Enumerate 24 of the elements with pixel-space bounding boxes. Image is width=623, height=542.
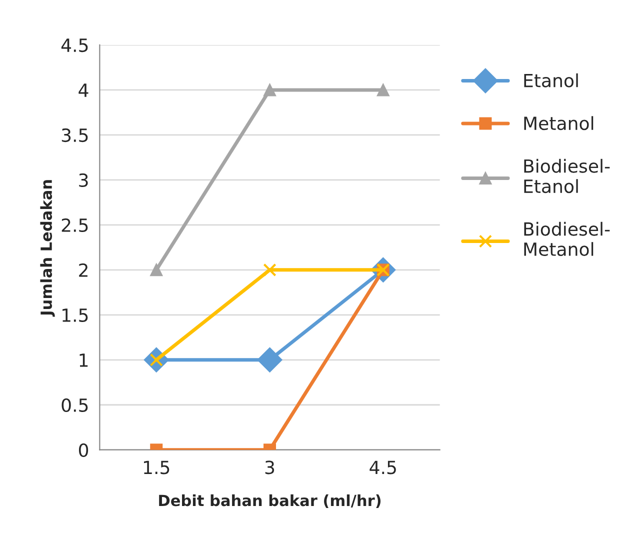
point (150, 264, 163, 276)
y-tick-label: 2.5 (62, 218, 88, 232)
y-tick-label: 1 (80, 354, 88, 367)
point (263, 263, 276, 277)
point (376, 84, 390, 96)
point (257, 347, 282, 372)
x-tick-label: 4.5 (370, 460, 396, 474)
x-tick-label: 1.5 (144, 460, 170, 474)
legend-label: Metanol (524, 116, 594, 130)
legend-label: Etanol (524, 73, 578, 88)
y-axis-title: Jumlah Ledakan (40, 180, 55, 317)
legend-label: Biodiesel-Metanol (524, 222, 610, 256)
y-tick-label: 4.5 (61, 38, 88, 52)
y-tick-label: 0 (78, 443, 88, 457)
y-tick-label: 4 (78, 84, 88, 97)
legend-label: Biodiesel-Etanol (524, 158, 610, 194)
y-tick-label: 2 (79, 263, 88, 277)
y-tick-label: 3.5 (62, 128, 88, 142)
x-axis-title: Debit bahan bakar (ml/hr) (159, 494, 381, 508)
x-tick-label: 3 (265, 460, 274, 474)
y-tick-label: 0.5 (62, 398, 88, 412)
point (264, 84, 276, 96)
y-tick-label: 1.5 (62, 308, 88, 322)
y-tick-label: 3 (79, 173, 88, 188)
